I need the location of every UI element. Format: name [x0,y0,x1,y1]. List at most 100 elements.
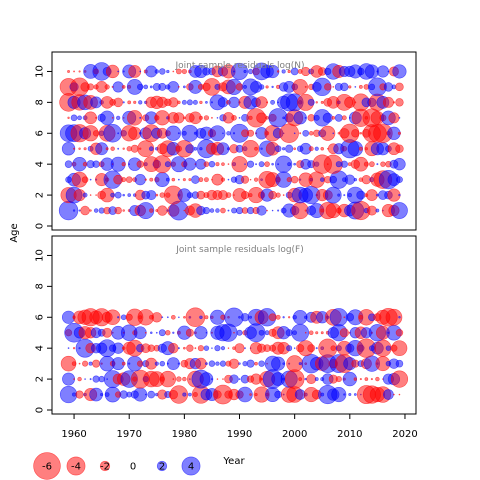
x-tick-label: 1980 [172,429,197,440]
bubble-point [279,123,299,144]
bubble-point [125,176,133,183]
bubble-point [359,132,363,135]
bubble-point [370,378,373,381]
bubble-point [265,116,269,120]
bubble-point [82,192,88,198]
bubble-point [363,161,369,167]
bubble-point [183,346,186,350]
x-tick-label: 2010 [337,429,362,440]
bubble-point [334,113,343,122]
bubble-point [134,174,146,186]
bubble-point [225,192,232,198]
bubble-point [203,115,210,121]
bubble-point [89,194,92,196]
x-tick-label: 1990 [227,429,252,440]
bubble-point [67,116,70,120]
bubble-point [353,377,358,381]
bubble-point [307,114,315,122]
legend: -6 -4 -2 0 2 4 [33,452,201,480]
bubble-point [211,347,213,349]
bubble-point [315,331,319,335]
bubble-point [112,342,124,354]
bubble-point [81,176,89,183]
bubble-point [271,162,274,166]
bubble-point [238,315,241,319]
bubble-point [117,132,120,135]
bubble-point [383,82,394,92]
bubble-point [256,205,267,216]
bubble-point [144,331,147,334]
y-tick-label: 6 [35,130,46,136]
bubble-point [202,206,210,215]
bubble-point [375,376,380,382]
bubble-point [219,360,227,367]
bubble-point [104,84,110,90]
bubble-point [117,316,120,319]
bubble-point [356,190,366,200]
bubble-point [227,178,230,181]
bubble-point [146,190,157,201]
bubble-point [121,361,126,366]
bubble-point [133,326,147,340]
bubble-point [110,146,115,151]
bubble-point [137,140,155,158]
bubble-point [229,374,239,384]
y-tick-label: 4 [35,345,46,351]
bubble-point [98,375,105,383]
bubble-point [271,209,274,212]
bubble-point [73,70,75,73]
bubble-point [244,163,246,166]
x-axis-label: Year [222,456,245,467]
bubble-point [220,346,226,351]
bubble-point [77,115,82,121]
bubble-point [84,111,97,125]
bubble-point [71,361,77,366]
x-tick-label: 1960 [61,429,86,440]
bubble-point [293,132,296,135]
bubble-point [238,116,241,119]
bubble-point [117,70,120,73]
bubble-point [282,316,285,319]
bubble-point [340,160,348,168]
bubble-point [254,361,258,366]
bubble-point [177,362,180,365]
bubble-point [176,68,182,75]
bubble-point [121,85,126,89]
bubble-point [172,70,175,73]
bubble-point [197,345,205,352]
bubble-point [139,70,142,73]
bubble-point [287,69,291,74]
bubble-point [343,316,346,319]
y-tick-label: 8 [35,283,46,289]
bubble-point [375,208,380,213]
bubble-point [287,162,292,167]
bubble-point [211,116,213,119]
bubble-point [127,110,143,126]
bubble-point [215,162,220,167]
bubble-point [211,378,213,381]
bubble-point [304,116,307,119]
bubble-point [111,116,114,119]
bubble-point [177,347,180,350]
bubble-point [192,99,198,105]
y-tick-label: 2 [35,376,46,382]
bubble-point [298,377,303,381]
bubble-point [165,125,181,141]
bubble-point [231,115,237,121]
bubble-point [208,360,216,367]
bubble-point [122,101,125,104]
bubble-point [268,190,277,200]
bubble-point [247,129,255,137]
bubble-point [275,314,281,320]
bubble-point [255,163,258,166]
bubble-point [337,193,341,197]
bubble-point [204,315,209,320]
bubble-point [138,100,143,105]
bubble-point [149,85,153,89]
bubble-point [353,177,357,182]
bubble-point [359,378,362,381]
bubble-point [188,178,192,182]
bubble-point [395,82,404,92]
bubble-point [385,345,392,351]
bubble-point [158,82,167,91]
